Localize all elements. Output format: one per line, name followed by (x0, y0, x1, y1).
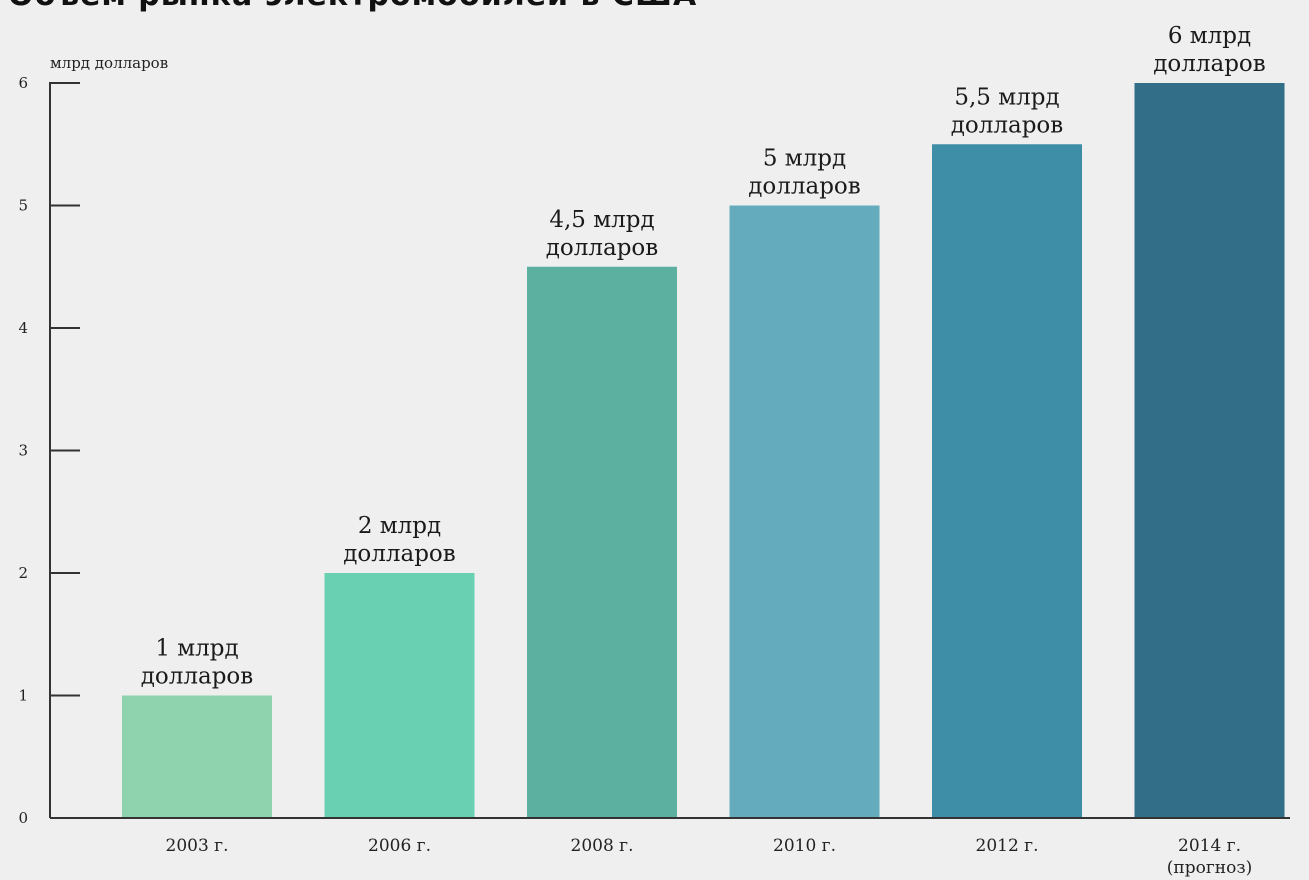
bar-value-label: 1 млрд (155, 636, 238, 662)
bar-value-unit-label: долларов (546, 235, 658, 261)
y-axis-unit-label: млрд долларов (50, 54, 168, 72)
bar-value-label: 5,5 млрд (954, 84, 1059, 110)
y-axis-ticks: 0 1 2 3 4 5 6 (18, 74, 80, 827)
bar (527, 266, 677, 818)
bar-value-label: 6 млрд (1168, 23, 1251, 49)
bar-value-label: 2 млрд (358, 513, 441, 539)
x-category-note: (прогноз) (1167, 858, 1252, 878)
y-tick-label: 6 (18, 74, 28, 92)
bar-value-unit-label: долларов (1153, 51, 1265, 77)
bar (122, 695, 272, 818)
bar-value-unit-label: долларов (343, 541, 455, 567)
bar-value-unit-label: долларов (748, 174, 860, 200)
y-tick-label: 3 (18, 442, 28, 460)
x-axis-labels: 2003 г. 2006 г. 2008 г. 2010 г. 2012 г. 2014 … (166, 836, 1253, 878)
y-tick-label: 2 (18, 564, 28, 582)
bar-value-unit-label: долларов (141, 664, 253, 690)
x-category-label: 2014 г. (1178, 836, 1241, 856)
bar-value-label: 5 млрд (763, 146, 846, 172)
bar (1134, 83, 1285, 818)
x-category-label: 2003 г. (166, 836, 229, 856)
x-category-label: 2010 г. (773, 836, 836, 856)
y-tick-label: 5 (18, 197, 28, 215)
x-category-label: 2012 г. (976, 836, 1039, 856)
bar-value-label: 4,5 млрд (549, 207, 654, 233)
x-category-label: 2006 г. (368, 836, 431, 856)
bar (932, 144, 1082, 818)
bar (729, 205, 880, 818)
bar-value-unit-label: долларов (951, 112, 1063, 138)
chart-title: Объем рынка электромобилей в США (8, 0, 697, 13)
y-tick-label: 0 (18, 809, 28, 827)
bar (324, 573, 475, 818)
y-tick-label: 4 (18, 319, 28, 337)
x-category-label: 2008 г. (571, 836, 634, 856)
y-tick-label: 1 (18, 687, 28, 705)
